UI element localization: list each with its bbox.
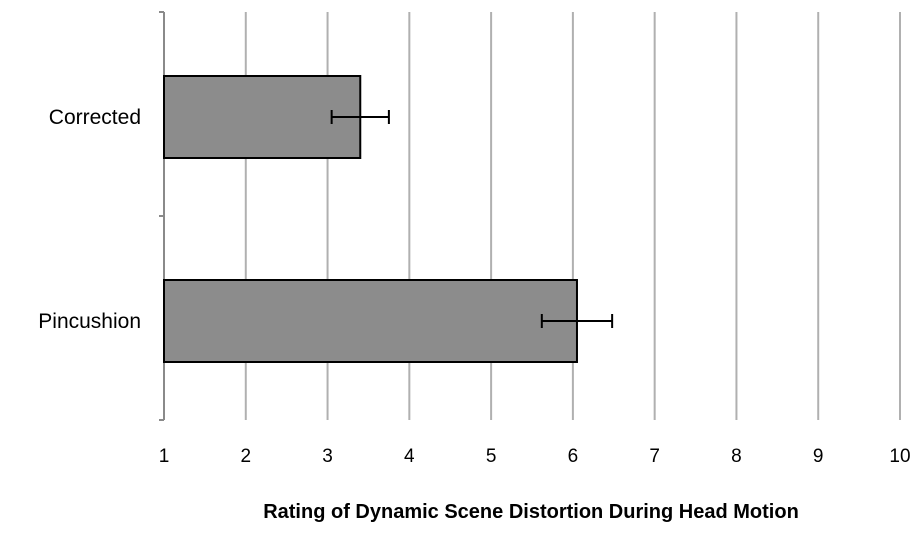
x-tick-label-3: 3 <box>322 446 333 467</box>
x-tick-label-4: 4 <box>404 446 415 467</box>
bar-pincushion <box>163 279 578 363</box>
bars <box>163 75 578 363</box>
x-tick-label-2: 2 <box>240 446 251 467</box>
x-tick-label-1: 1 <box>159 446 170 467</box>
error-bars <box>330 110 614 328</box>
x-tick-labels: 1 2 3 4 5 6 7 8 9 10 <box>159 446 911 467</box>
x-tick-label-6: 6 <box>568 446 579 467</box>
x-axis-title: Rating of Dynamic Scene Distortion Durin… <box>263 501 799 523</box>
x-tick-label-7: 7 <box>649 446 660 467</box>
x-tick-label-10: 10 <box>889 446 910 467</box>
category-label-pincushion: Pincushion <box>38 310 141 333</box>
x-tick-label-8: 8 <box>731 446 742 467</box>
category-label-corrected: Corrected <box>49 106 141 129</box>
category-labels: Corrected Pincushion <box>38 106 141 333</box>
x-tick-label-5: 5 <box>486 446 497 467</box>
x-tick-label-9: 9 <box>813 446 824 467</box>
